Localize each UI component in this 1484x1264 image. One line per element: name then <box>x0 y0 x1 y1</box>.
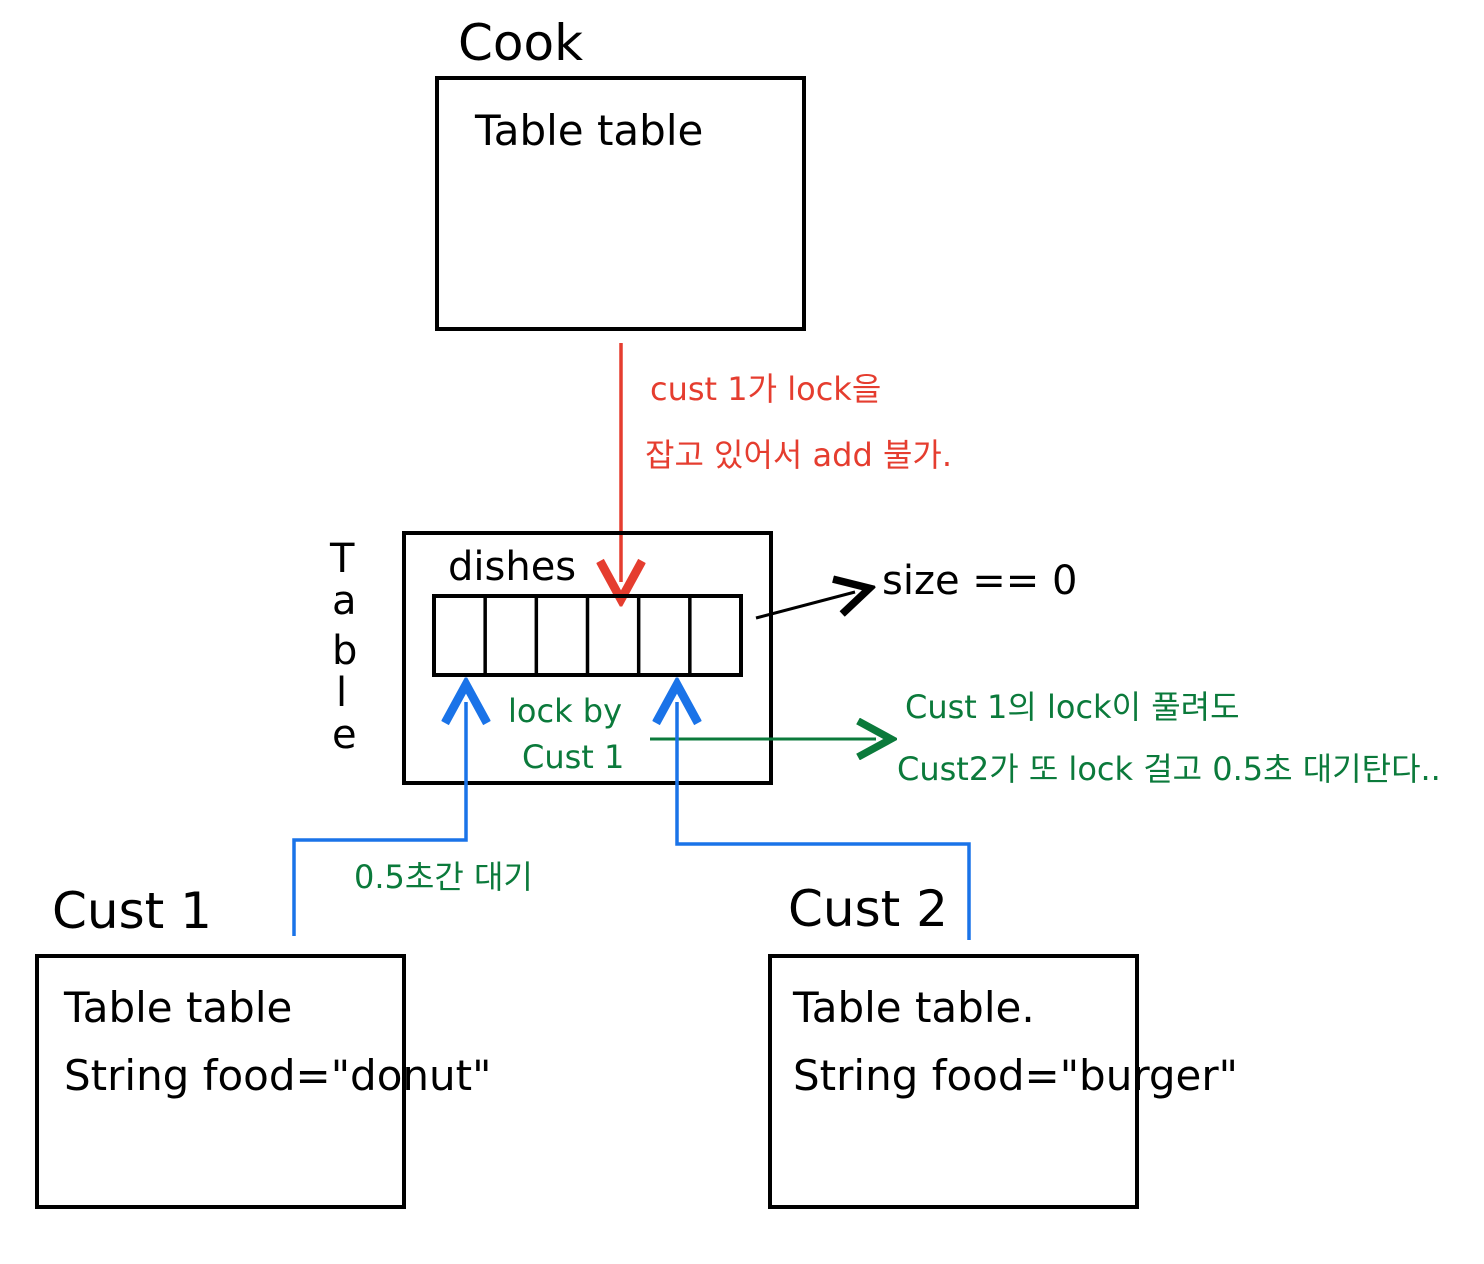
cust2-title: Cust 2 <box>788 880 948 938</box>
size-label: size == 0 <box>882 558 1077 604</box>
lock-by-line1: lock by <box>508 692 622 730</box>
cust2-box <box>768 954 1139 1209</box>
red-note-line1: cust 1가 lock을 <box>650 370 881 408</box>
cust1-field2: String food="donut" <box>64 1051 491 1100</box>
table-title-letter: l <box>336 670 347 716</box>
wait-note: 0.5초간 대기 <box>354 858 533 896</box>
lock-by-line2: Cust 1 <box>522 738 624 776</box>
cust2-to-table-arrow <box>677 702 971 940</box>
dishes-slot-dividers <box>483 596 692 675</box>
red-note-line2: 잡고 있어서 add 불가. <box>645 436 952 474</box>
cook-field: Table table <box>474 106 703 155</box>
cust2-field2: String food="burger" <box>793 1051 1238 1100</box>
cook-box <box>435 76 806 331</box>
cust1-title: Cust 1 <box>52 882 212 940</box>
cust1-to-table-arrow <box>292 702 466 936</box>
table-box <box>402 531 773 785</box>
dishes-label: dishes <box>448 544 576 590</box>
green-note-line2: Cust2가 또 lock 걸고 0.5초 대기탄다.. <box>897 750 1441 788</box>
table-title-letter: a <box>332 578 357 624</box>
table-title-letter: b <box>332 628 357 674</box>
size-arrow <box>755 592 855 620</box>
green-note-line1: Cust 1의 lock이 풀려도 <box>905 688 1240 726</box>
cust1-box <box>35 954 406 1209</box>
table-title-letter: e <box>332 712 357 758</box>
cook-title: Cook <box>458 14 583 72</box>
table-title-letter: T <box>329 536 355 582</box>
cust2-field1: Table table. <box>792 983 1035 1032</box>
cust1-field1: Table table <box>63 983 292 1032</box>
table-vertical-title: T a b l e <box>329 536 357 758</box>
